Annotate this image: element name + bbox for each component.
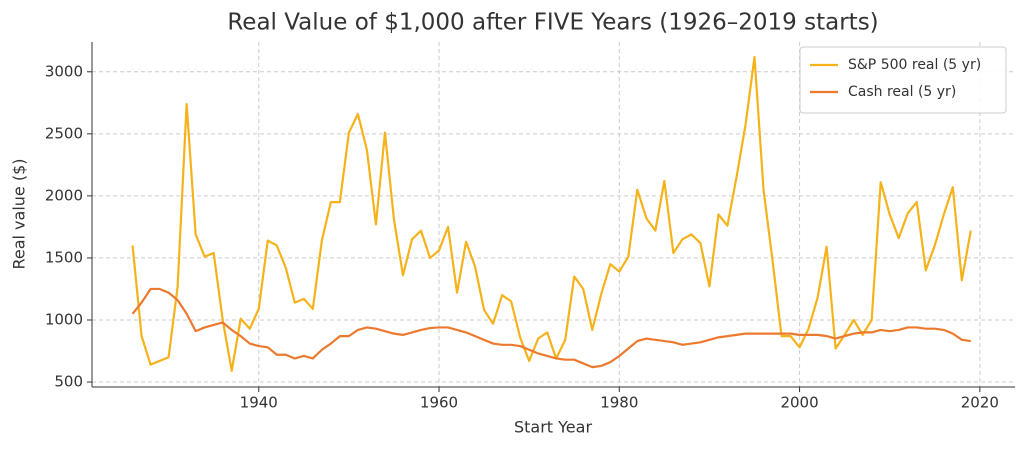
y-tick-label: 2000 <box>45 186 83 204</box>
legend-box <box>799 46 1007 114</box>
y-tick-label: 500 <box>54 373 83 391</box>
legend-label: S&P 500 real (5 yr) <box>848 57 981 73</box>
series-line <box>131 55 972 372</box>
x-tick-label: 2020 <box>961 394 999 412</box>
x-tick-label: 2000 <box>780 394 818 412</box>
y-tick-label: 1500 <box>45 248 83 266</box>
y-axis-label: Real value ($) <box>10 158 29 269</box>
chart-title: Real Value of $1,000 after FIVE Years (1… <box>227 10 878 36</box>
x-tick-label: 1960 <box>420 394 458 412</box>
series-line <box>131 287 971 369</box>
y-tick-label: 3000 <box>45 62 83 80</box>
y-tick-label: 2500 <box>45 124 83 142</box>
y-tick-label: 1000 <box>45 310 83 328</box>
x-axis-label: Start Year <box>514 418 592 437</box>
legend-label: Cash real (5 yr) <box>848 84 956 100</box>
x-tick-label: 1940 <box>240 394 278 412</box>
x-tick-label: 1980 <box>600 394 638 412</box>
